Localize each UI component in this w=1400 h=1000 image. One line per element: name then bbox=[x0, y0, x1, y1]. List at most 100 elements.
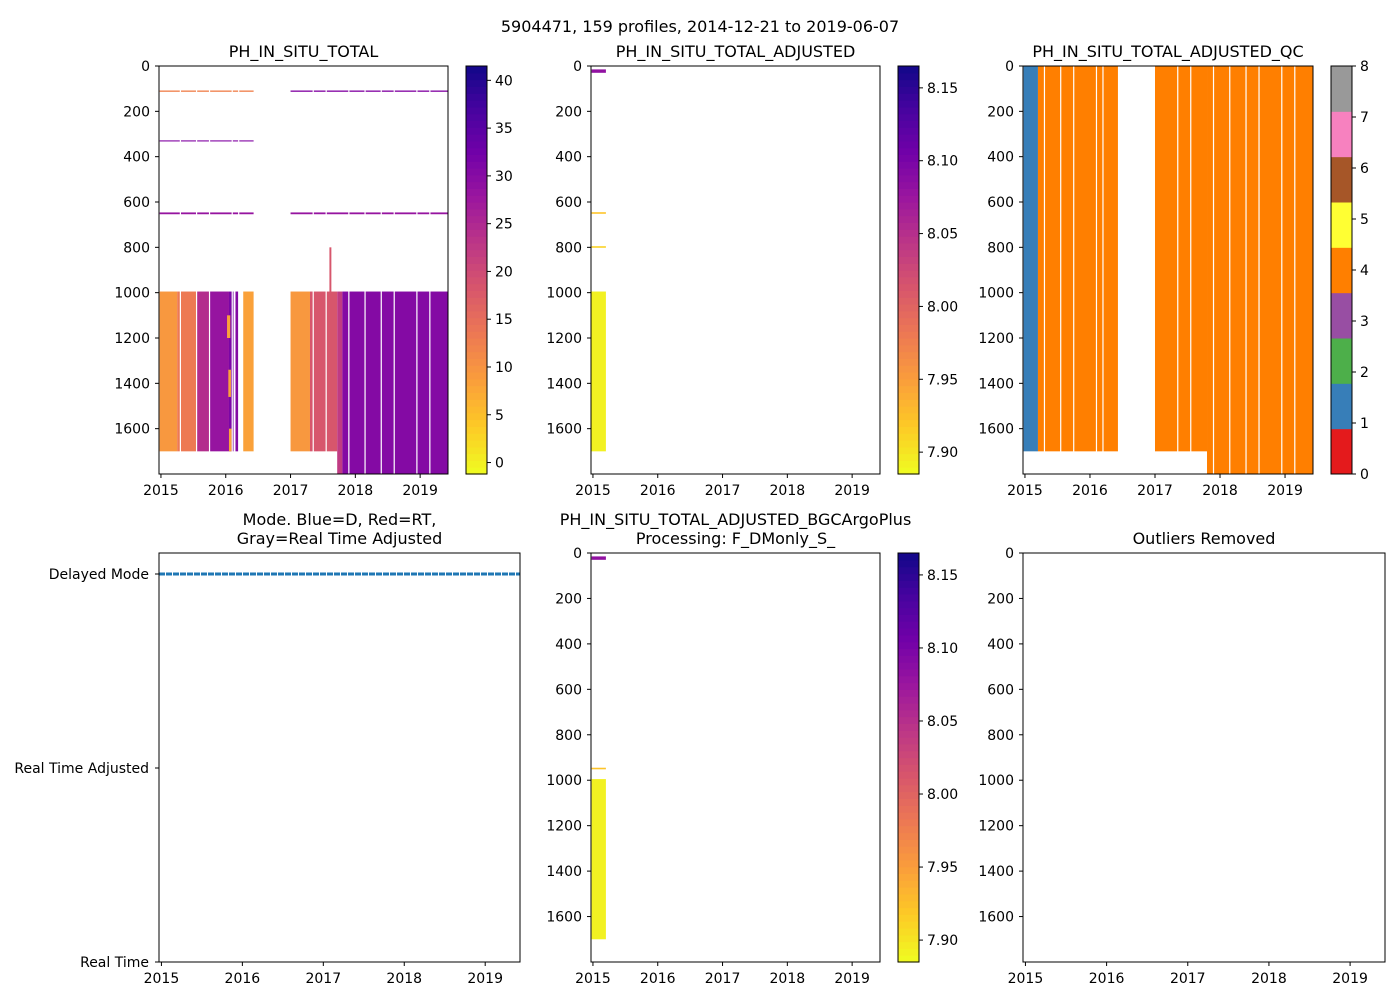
colorbar-tick-label: 3 bbox=[1360, 314, 1369, 330]
heatmap-cell bbox=[290, 212, 448, 215]
colorbar-segment bbox=[898, 331, 919, 339]
colorbar-segment bbox=[898, 147, 919, 155]
colorbar-tick-label: 0 bbox=[1360, 467, 1369, 483]
colorbar-segment bbox=[898, 777, 919, 786]
x-tick-label: 2016 bbox=[640, 483, 676, 499]
colorbar-segment bbox=[898, 399, 919, 407]
colorbar-segment bbox=[898, 907, 919, 915]
colorbar-segment bbox=[898, 553, 919, 561]
colorbar-segment bbox=[898, 290, 919, 298]
colorbar-segment bbox=[898, 621, 919, 629]
x-tick-label: 2016 bbox=[1072, 483, 1108, 499]
panel-title-line: Mode. Blue=D, Red=RT, bbox=[243, 510, 437, 529]
colorbar-segment bbox=[466, 120, 487, 128]
colorbar-tick-label: 5 bbox=[1360, 212, 1369, 228]
y-tick-label: 800 bbox=[987, 240, 1014, 256]
panel-ph_adjusted_qc: 2015 2016 2017 2018 201902004006008001000120… bbox=[978, 42, 1369, 499]
colorbar-segment bbox=[466, 290, 487, 298]
x-tick-label: 2019 bbox=[467, 971, 503, 987]
heatmap-cell bbox=[177, 291, 197, 452]
colorbar-segment bbox=[898, 825, 919, 834]
colorbar-segment bbox=[1331, 66, 1352, 112]
colorbar-segment bbox=[898, 723, 919, 731]
colorbar-segment bbox=[898, 730, 919, 738]
colorbar-segment bbox=[466, 256, 487, 264]
colorbar-segment bbox=[466, 460, 487, 468]
colorbar-segment bbox=[466, 351, 487, 359]
colorbar-frame bbox=[897, 552, 920, 963]
axes-frame bbox=[590, 65, 881, 475]
heatmap-cell bbox=[591, 246, 606, 248]
colorbar-tick-label: 8.10 bbox=[927, 154, 958, 170]
colorbar-tick-label: 7.95 bbox=[927, 860, 958, 876]
colorbar-segment bbox=[898, 127, 919, 135]
colorbar-tick-label: 10 bbox=[495, 360, 513, 376]
colorbar-segment bbox=[898, 948, 919, 956]
y-tick-label: 1200 bbox=[546, 819, 582, 835]
heatmap-cell bbox=[1023, 66, 1038, 452]
y-tick-label: 0 bbox=[1005, 59, 1014, 75]
colorbar-segment bbox=[466, 310, 487, 319]
colorbar-segment bbox=[466, 79, 487, 87]
colorbar-segment bbox=[898, 304, 919, 312]
y-tick-label: Delayed Mode bbox=[49, 567, 149, 583]
colorbar-segment bbox=[898, 709, 919, 718]
colorbar-tick-label: 7 bbox=[1360, 110, 1369, 126]
y-tick-label: 400 bbox=[123, 150, 150, 166]
x-tick-label: 2015 bbox=[575, 483, 611, 499]
colorbar-segment bbox=[898, 866, 919, 874]
colorbar-frame bbox=[465, 65, 488, 475]
x-tick-label: 2018 bbox=[1251, 971, 1287, 987]
heatmap-cell bbox=[309, 291, 338, 452]
colorbar-segment bbox=[466, 446, 487, 455]
y-tick-label: 800 bbox=[555, 728, 582, 744]
colorbar-segment bbox=[898, 750, 919, 759]
colorbar-segment bbox=[898, 634, 919, 643]
colorbar-segment bbox=[466, 174, 487, 183]
colorbar-segment bbox=[898, 757, 919, 765]
colorbar-segment bbox=[466, 113, 487, 121]
colorbar-segment bbox=[898, 859, 919, 868]
colorbar-segment bbox=[898, 662, 919, 670]
colorbar-segment bbox=[466, 317, 487, 325]
colorbar-tick-label: 8.05 bbox=[927, 714, 958, 730]
colorbar-segment bbox=[898, 372, 919, 380]
colorbar-segment bbox=[1331, 428, 1352, 475]
data-layer-ph_adjusted_qc bbox=[1023, 66, 1313, 474]
panel-title-line: PH_IN_SITU_TOTAL_ADJUSTED_BGCArgoPlus bbox=[560, 510, 912, 530]
colorbar-segment bbox=[898, 559, 919, 568]
y-tick-label: Real Time Adjusted bbox=[14, 761, 149, 777]
colorbar-segment bbox=[898, 941, 919, 949]
heatmap-cell bbox=[159, 291, 178, 452]
x-tick-label: 2019 bbox=[1332, 971, 1368, 987]
colorbar-segment bbox=[898, 154, 919, 162]
colorbar-segment bbox=[466, 338, 487, 346]
colorbar-segment bbox=[898, 914, 919, 922]
panel-ph_bgcargoplus: 2015 2016 2017 2018 2019 0 200 400 600 800 1000 120… bbox=[546, 510, 958, 987]
colorbar-segment bbox=[898, 784, 919, 793]
colorbar-segment bbox=[898, 385, 919, 393]
y-tick-label: 0 bbox=[573, 546, 582, 562]
colorbar-tick-label: 8 bbox=[1360, 59, 1369, 75]
y-tick-label: 800 bbox=[555, 240, 582, 256]
colorbar-segment bbox=[466, 188, 487, 196]
heatmap-cell bbox=[591, 767, 606, 770]
colorbar-segment bbox=[898, 72, 919, 81]
colorbar-segment bbox=[898, 79, 919, 87]
colorbar-segment bbox=[898, 446, 919, 455]
heatmap-cell bbox=[1154, 66, 1208, 452]
y-tick-label: 0 bbox=[1005, 546, 1014, 562]
colorbar-segment bbox=[466, 93, 487, 101]
colorbar-segment bbox=[1331, 338, 1352, 384]
panel-title-ph_raw: PH_IN_SITU_TOTAL bbox=[229, 42, 379, 62]
colorbar-segment bbox=[466, 202, 487, 210]
heatmap-cell bbox=[591, 291, 606, 452]
colorbar-segment bbox=[466, 304, 487, 312]
colorbar-segment bbox=[466, 263, 487, 271]
colorbar-segment bbox=[898, 668, 919, 677]
x-tick-label: 2017 bbox=[1137, 483, 1173, 499]
x-tick-label: 2016 bbox=[208, 483, 244, 499]
colorbar-tick-label: 20 bbox=[495, 264, 513, 280]
